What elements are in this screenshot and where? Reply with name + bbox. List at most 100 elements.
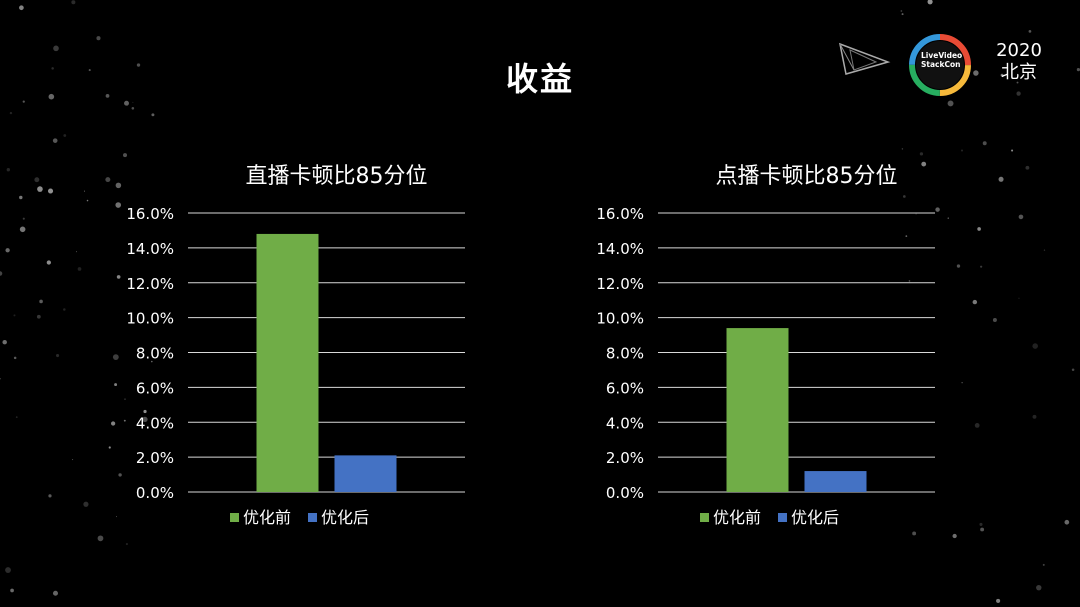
chart-title: 直播卡顿比85分位: [246, 164, 428, 189]
star-dot: [952, 533, 957, 539]
star-dot: [2, 339, 7, 345]
star-dot: [71, 458, 74, 461]
y-tick-label: 16.0%: [126, 205, 174, 223]
event-year: 2020: [996, 40, 1042, 61]
star-dot: [96, 36, 101, 41]
star-dot: [901, 148, 904, 150]
logo-text-line2: StackCon: [921, 60, 961, 69]
star-dot: [111, 421, 116, 426]
star-dot: [125, 542, 129, 546]
star-dot: [13, 314, 16, 317]
star-dot: [980, 265, 983, 268]
star-dot: [961, 382, 963, 384]
star-dot: [1000, 73, 1004, 77]
chart-title: 点播卡顿比85分位: [716, 164, 898, 189]
event-city: 北京: [1001, 62, 1037, 83]
star-dot: [88, 69, 91, 72]
star-dot: [48, 494, 52, 498]
star-dot: [972, 299, 978, 305]
star-dot: [63, 134, 67, 137]
y-tick-label: 14.0%: [596, 240, 644, 258]
star-dot: [973, 70, 979, 76]
y-tick-label: 10.0%: [126, 310, 174, 328]
star-dot: [0, 378, 1, 380]
star-dot: [51, 67, 54, 70]
star-dot: [903, 195, 906, 198]
star-dot: [71, 0, 76, 5]
star-dot: [131, 106, 135, 110]
star-dot: [39, 299, 43, 304]
star-dot: [116, 275, 121, 279]
star-dot: [124, 100, 129, 106]
star-dot: [46, 260, 51, 265]
star-dot: [112, 354, 119, 361]
star-dot: [118, 473, 122, 477]
legend-swatch: [700, 513, 709, 522]
star-dot: [63, 308, 66, 311]
star-dot: [76, 251, 77, 253]
legend-label: 优化前: [243, 508, 291, 527]
y-tick-label: 4.0%: [136, 414, 174, 432]
star-dot: [15, 416, 18, 419]
star-dot: [86, 199, 89, 202]
star-dot: [10, 588, 14, 593]
star-dot: [5, 248, 10, 253]
star-dot: [1043, 249, 1046, 251]
star-dot: [105, 94, 110, 98]
star-dot: [960, 149, 964, 152]
star-dot: [22, 100, 25, 103]
star-dot: [151, 113, 155, 117]
star-dot: [123, 419, 126, 422]
star-dot: [1036, 584, 1042, 591]
star-dot: [956, 264, 961, 268]
star-dot: [37, 186, 43, 192]
star-dot: [900, 10, 903, 12]
star-dot: [1076, 67, 1080, 72]
star-dot: [83, 501, 89, 507]
star-dot: [77, 267, 82, 271]
y-tick-label: 2.0%: [136, 449, 174, 467]
chart-vod-stall-p85: 点播卡顿比85分位 0.0% 2.0% 4.0% 6.0% 8.0% 10.0% 12.0% 1…: [596, 164, 935, 527]
star-dot: [136, 63, 141, 67]
star-dot: [19, 226, 26, 233]
y-tick-label: 6.0%: [606, 379, 644, 397]
star-dot: [1064, 519, 1070, 525]
star-dot: [143, 409, 147, 414]
livevideostackcon-ring-logo: [909, 34, 971, 96]
star-dot: [52, 590, 59, 596]
triangle-play-icon: [838, 42, 891, 75]
star-dot: [919, 152, 924, 156]
star-dot: [1016, 91, 1021, 96]
legend-label: 优化后: [791, 508, 839, 527]
y-tick-label: 14.0%: [126, 240, 174, 258]
y-tick-label: 12.0%: [596, 275, 644, 293]
star-dot: [1028, 30, 1032, 33]
star-dot: [1018, 214, 1024, 220]
star-dot: [97, 535, 104, 542]
star-dot: [974, 423, 980, 428]
star-dot: [0, 271, 3, 276]
star-dot: [905, 235, 908, 237]
star-dot: [979, 522, 983, 526]
chart-live-stall-p85: 直播卡顿比85分位 0.0% 2.0% 4.0% 6.0% 8.0% 10.0% 12.0% 1…: [126, 164, 465, 527]
star-dot: [927, 0, 933, 5]
bar-before: [726, 328, 789, 492]
star-dot: [53, 45, 59, 52]
star-dot: [151, 360, 153, 363]
star-dot: [1011, 149, 1014, 152]
star-dot: [1018, 297, 1020, 299]
star-dot: [921, 161, 927, 167]
star-dot: [6, 168, 10, 172]
star-dot: [992, 318, 997, 322]
legend-swatch: [230, 513, 239, 522]
star-dot: [912, 531, 917, 536]
star-dot: [105, 177, 111, 183]
y-tick-label: 12.0%: [126, 275, 174, 293]
y-tick-label: 8.0%: [136, 345, 174, 363]
star-dot: [908, 280, 911, 282]
star-dot: [47, 188, 54, 194]
event-year-city: 2020 北京: [994, 40, 1044, 84]
star-dot: [1025, 165, 1030, 170]
star-dot: [48, 93, 55, 100]
y-tick-label: 10.0%: [596, 310, 644, 328]
